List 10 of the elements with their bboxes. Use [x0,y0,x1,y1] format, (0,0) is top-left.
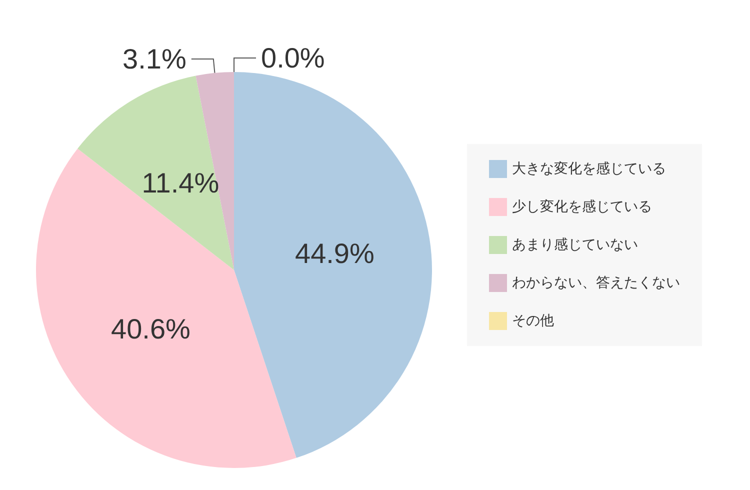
legend-label: わからない、答えたくない [512,275,680,291]
data-label: 40.6% [111,313,190,344]
data-label: 3.1% [122,44,186,75]
text: 0.0% [261,42,325,74]
legend-label: その他 [512,313,554,329]
legend-label: 少し変化を感じている [512,199,652,215]
legend-label: あまり感じていない [512,237,638,253]
data-label: 44.9% [294,238,374,270]
data-label: 11.4% [142,168,220,199]
legend-label: 大きな変化を感じている [512,161,666,177]
